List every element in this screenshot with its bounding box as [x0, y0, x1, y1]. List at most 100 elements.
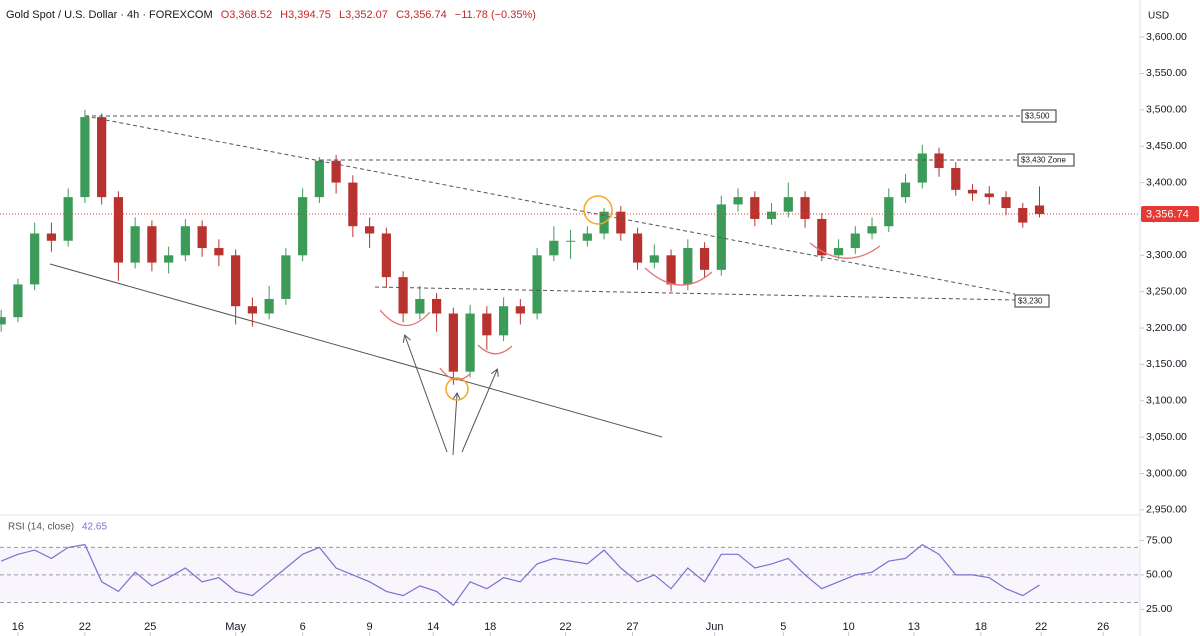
x-tick-label: 6 [300, 621, 306, 633]
candle-body [432, 298, 442, 314]
y-tick-label: 50.00 [1146, 569, 1172, 581]
candle-body [632, 233, 643, 263]
y-tick-label: 3,500.00 [1146, 104, 1187, 116]
pattern-arc [644, 267, 713, 286]
annotations: $3,500 $3,430 Zone $3,230 [49, 109, 1075, 456]
candle-body [766, 211, 777, 219]
y-tick-label: 2,950.00 [1146, 504, 1187, 516]
candle-body [13, 284, 23, 318]
x-tick-label: 14 [427, 621, 439, 633]
candle-body [532, 255, 542, 314]
x-tick-label: 22 [559, 621, 571, 633]
candle-body [733, 197, 743, 205]
y-tick-label: 3,600.00 [1146, 31, 1187, 43]
candle-body [783, 197, 793, 212]
rsi-title: RSI (14, close) [8, 522, 74, 533]
currency-label: USD [1148, 11, 1169, 22]
y-tick-label: 3,100.00 [1146, 395, 1187, 407]
candle-body [247, 306, 257, 314]
candle-body [817, 218, 827, 256]
y-tick-label: 3,450.00 [1146, 140, 1187, 152]
candle-body [549, 240, 559, 256]
arrow [461, 370, 497, 453]
rsi-value: 42.65 [82, 522, 107, 533]
quote: L3,352.07 [338, 9, 388, 21]
candle-body [113, 197, 124, 263]
annotation: $3,430 Zone [1021, 156, 1066, 165]
x-tick-label: 5 [780, 621, 786, 633]
x-tick-label: 10 [842, 621, 854, 633]
pattern-arc [439, 367, 471, 381]
candle-body [365, 226, 375, 234]
candle-body [699, 248, 710, 270]
x-tick-label: May [225, 621, 246, 633]
candle-body [683, 248, 693, 285]
annotation-box [1017, 153, 1075, 167]
candle-body [46, 233, 57, 241]
candle-body [649, 255, 659, 263]
candle-body [398, 277, 408, 314]
candle-body [281, 255, 291, 299]
quote: C3,356.74 [395, 9, 447, 21]
candle-body [750, 197, 760, 219]
candle-body [30, 233, 40, 285]
pattern-arc [477, 344, 513, 355]
y-tick-label: 3,300.00 [1146, 249, 1187, 261]
quote: H3,394.75 [280, 9, 331, 21]
y-tick-label: 75.00 [1146, 534, 1172, 546]
arrow [452, 394, 457, 456]
candle-body [231, 255, 241, 307]
marks-layer: 3,356.74 [0, 109, 1199, 607]
candle-body [465, 313, 475, 372]
pattern-arc [379, 309, 431, 327]
last-price-label: 3,356.74 [1146, 208, 1189, 220]
candle-body [934, 153, 944, 169]
candle-body [498, 306, 509, 336]
y-tick-label: 3,050.00 [1146, 431, 1187, 443]
candle-body [80, 117, 90, 198]
y-tick-label: 3,200.00 [1146, 322, 1187, 334]
candle-body [917, 153, 927, 183]
candle-body [482, 313, 492, 336]
candle-body [348, 182, 358, 227]
candle-body [448, 313, 458, 372]
annotation-box [1021, 109, 1057, 123]
y-tick-label: 3,550.00 [1146, 67, 1187, 79]
candle-body [97, 117, 107, 198]
candle-body [147, 226, 157, 263]
candle-body [515, 306, 525, 314]
candle-body [180, 226, 190, 256]
background-layer: 2,950.00 3,000.00 3,050.00 3,100.00 3,150.00… [0, 31, 1187, 636]
candle-body [1034, 205, 1045, 215]
x-tick-label: 16 [12, 621, 24, 633]
highlight-circle [445, 377, 469, 401]
candle-body [331, 160, 341, 183]
y-tick-label: 3,400.00 [1146, 176, 1187, 188]
annotation: $3,500 [1025, 112, 1050, 121]
candle-body [984, 193, 994, 198]
x-tick-label: 22 [79, 621, 91, 633]
x-tick-label: 18 [484, 621, 496, 633]
x-tick-label: 27 [626, 621, 638, 633]
candle-body [951, 168, 961, 190]
annotation: $3,230 [1018, 297, 1043, 306]
candle-body [616, 211, 626, 234]
y-tick-label: 3,250.00 [1146, 285, 1187, 297]
last-price-tag [1141, 206, 1199, 223]
candle-body [565, 240, 576, 242]
x-tick-label: 18 [975, 621, 987, 633]
highlight-circle [583, 195, 613, 225]
candle-body [264, 298, 274, 314]
x-tick-label: 26 [1097, 621, 1109, 633]
pattern-arc [809, 242, 881, 259]
candle-body [130, 226, 140, 263]
candle-body [800, 197, 810, 219]
candle-body [381, 233, 391, 278]
annotation-box [1014, 294, 1050, 308]
candle-body [666, 255, 676, 285]
trend-line-upper [84, 115, 1016, 295]
candle-body [716, 204, 726, 270]
quote: −11.78 (−0.35%) [454, 9, 536, 21]
